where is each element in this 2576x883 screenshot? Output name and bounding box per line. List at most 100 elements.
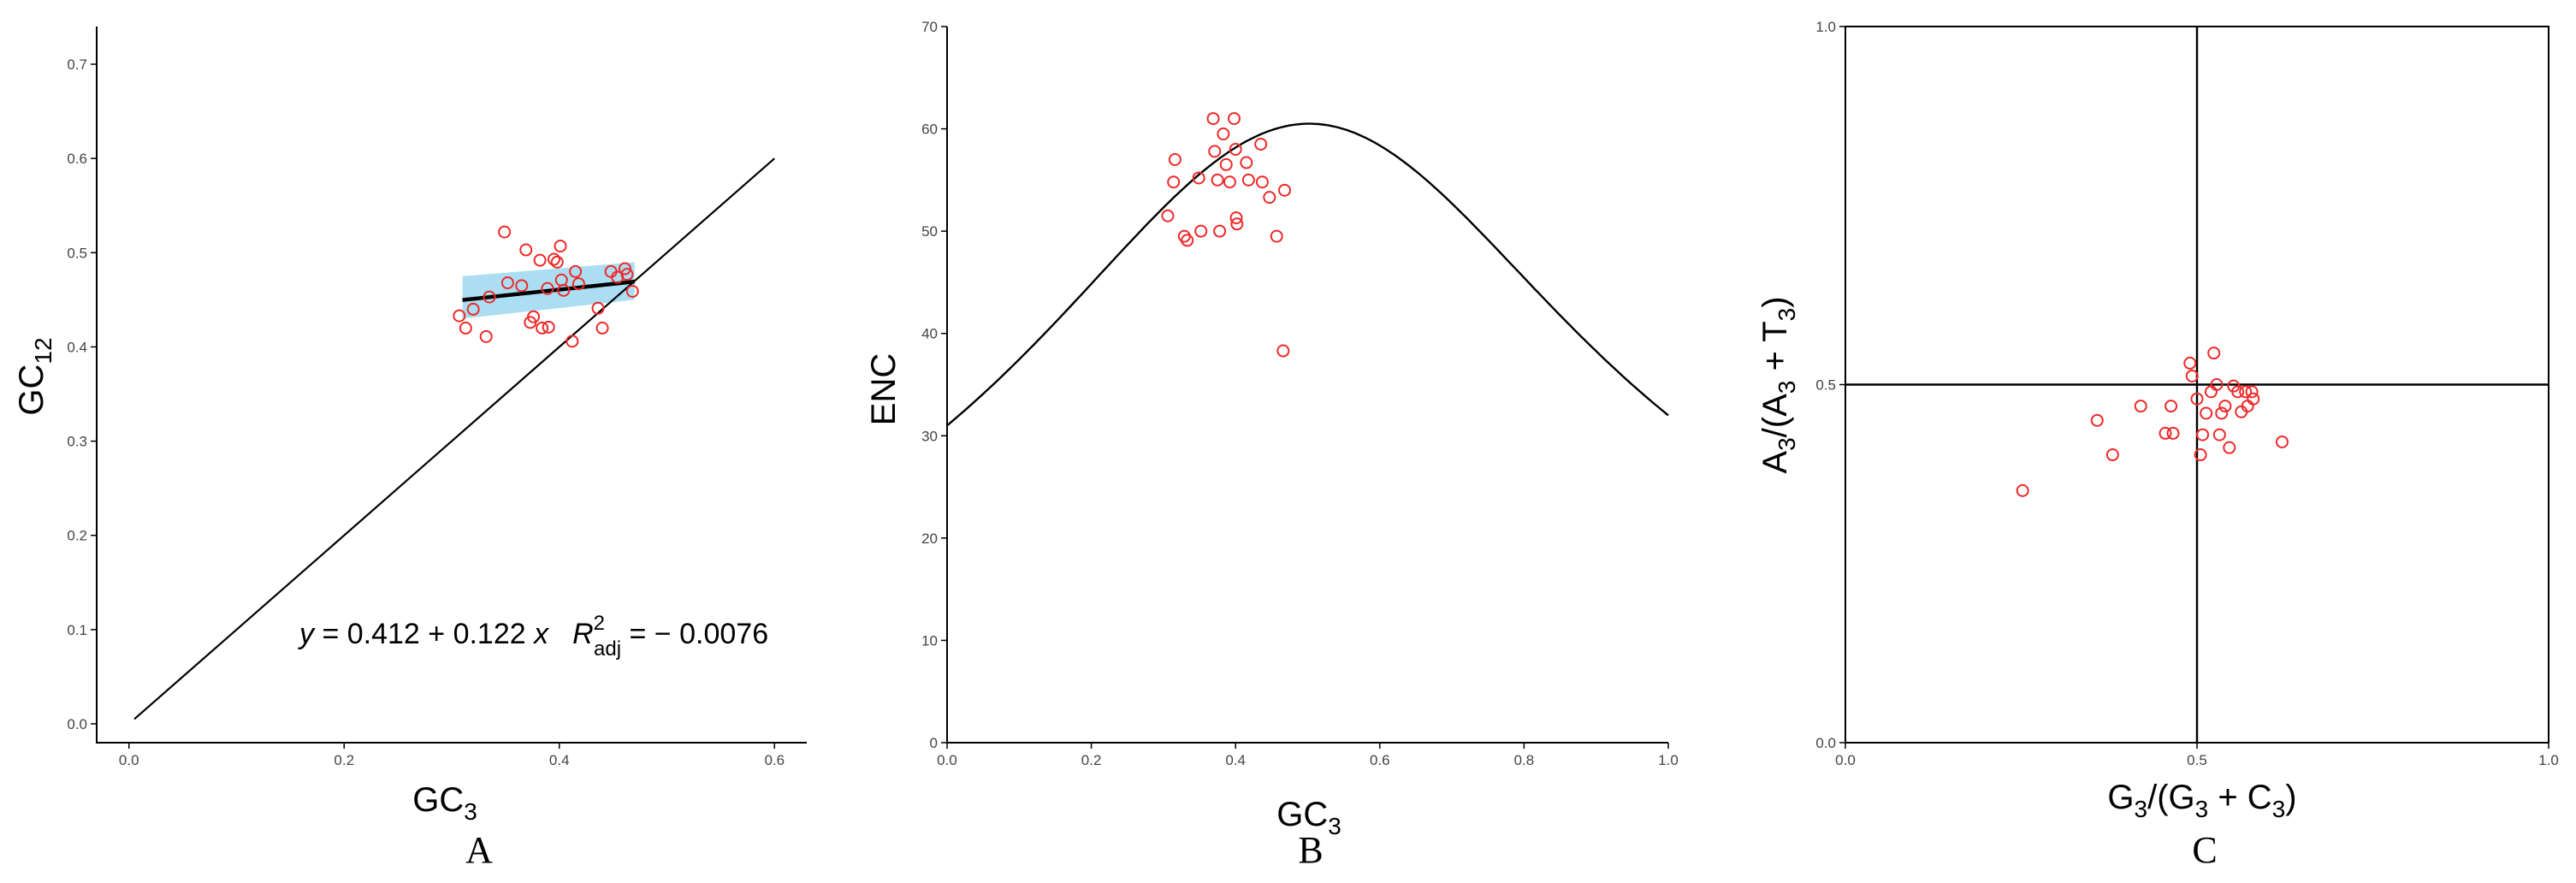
y-tick-label: 40 <box>921 326 938 342</box>
data-point <box>1217 127 1230 141</box>
data-point <box>453 309 466 323</box>
panel-a-reference-line <box>133 157 775 720</box>
y-tick-label: 0.1 <box>67 622 87 638</box>
x-tick-label: 0.4 <box>549 752 570 768</box>
panel-b-x-ticks: 0.0 0.2 0.4 0.6 0.8 1.0 <box>937 743 1679 768</box>
data-point <box>498 225 512 239</box>
x-tick-label: 0.0 <box>1835 752 1856 768</box>
data-point <box>1229 211 1243 225</box>
data-point <box>2196 428 2210 442</box>
y-tick-label: 50 <box>921 223 938 240</box>
data-point <box>591 301 605 315</box>
data-point <box>2231 385 2245 399</box>
data-point <box>515 279 529 293</box>
x-tick-label: 0.0 <box>119 752 139 768</box>
data-point <box>533 253 547 267</box>
data-point <box>1192 171 1205 185</box>
data-point <box>519 243 533 257</box>
y-tick-label: 0.0 <box>1815 735 1836 751</box>
data-point <box>2275 435 2289 448</box>
data-point <box>479 329 493 343</box>
panel-b-expected-curve <box>946 122 1669 427</box>
data-point <box>2134 400 2147 413</box>
data-point <box>1213 224 1227 238</box>
data-point <box>2207 347 2221 360</box>
data-point <box>2183 356 2197 370</box>
panel-a-y-axis-title: GC12 <box>13 337 56 415</box>
panel-b-y-axis-title: ENC <box>865 353 903 425</box>
panel-b-letter: B <box>1298 829 1323 871</box>
data-point <box>1206 112 1220 126</box>
y-tick-label: 0.2 <box>67 528 87 544</box>
y-tick-label: 0.3 <box>67 434 87 450</box>
panel-c-points <box>2016 347 2289 497</box>
y-tick-label: 1.0 <box>1815 19 1836 35</box>
data-point <box>1241 173 1255 187</box>
data-point <box>483 290 496 304</box>
data-point <box>2215 406 2229 420</box>
x-tick-label: 0.4 <box>1225 752 1246 768</box>
data-point <box>527 310 541 323</box>
data-point <box>550 255 564 269</box>
data-point <box>2016 483 2029 497</box>
panel-a-x-ticks: 0.0 0.2 0.4 0.6 <box>119 743 785 768</box>
y-tick-label: 0.4 <box>67 339 87 355</box>
panel-c-y-axis-title: A3/(A3 + T3) <box>1756 296 1800 473</box>
data-point <box>547 252 560 266</box>
data-point <box>1229 142 1242 156</box>
data-point <box>2185 369 2199 382</box>
data-point <box>1161 209 1175 222</box>
data-point <box>2194 448 2207 462</box>
panel-b: 0.0 0.2 0.4 0.6 0.8 1.0 0 10 20 30 40 50 60 70 GC3 E… <box>865 19 1679 871</box>
data-point <box>1168 152 1181 166</box>
panel-a-x-axis-title: GC3 <box>412 781 477 825</box>
data-point <box>2200 406 2213 420</box>
data-point <box>2105 448 2119 462</box>
data-point <box>1276 344 1290 358</box>
data-point <box>569 264 583 278</box>
data-point <box>1194 224 1208 238</box>
panel-c: 0.0 0.5 1.0 0.0 0.5 1.0 G3/(G3 + C3) A3/(A3 … <box>1756 19 2559 871</box>
data-point <box>1254 138 1268 151</box>
data-point <box>466 302 480 316</box>
reference-line-path <box>133 157 775 720</box>
data-point <box>2218 400 2232 413</box>
data-point <box>2245 385 2259 399</box>
data-point <box>2164 400 2178 413</box>
panel-a-axes <box>96 27 807 744</box>
data-point <box>2247 392 2260 406</box>
data-point <box>595 321 609 335</box>
y-tick-label: 0.5 <box>67 245 87 261</box>
y-tick-label: 60 <box>921 121 938 138</box>
panel-c-y-ticks: 0.0 0.5 1.0 <box>1815 19 1845 751</box>
x-tick-label: 0.2 <box>334 752 354 768</box>
data-point <box>459 321 472 335</box>
x-tick-label: 1.0 <box>1658 752 1679 768</box>
data-point <box>2212 428 2226 442</box>
data-point <box>554 240 567 253</box>
data-point <box>2204 385 2218 399</box>
panel-a-points <box>453 225 639 348</box>
data-point <box>2166 426 2180 440</box>
data-point <box>557 283 571 297</box>
x-tick-label: 0.8 <box>1514 752 1535 768</box>
panel-b-x-axis-title: GC3 <box>1276 796 1341 839</box>
panel-b-points <box>1161 112 1292 358</box>
data-point <box>625 284 639 298</box>
data-point <box>2159 426 2172 440</box>
y-tick-label: 0 <box>930 735 938 751</box>
panel-a-letter: A <box>465 829 493 871</box>
x-tick-label: 0.2 <box>1081 752 1102 768</box>
data-point <box>1181 234 1194 247</box>
panel-c-x-ticks: 0.0 0.5 1.0 <box>1835 743 2559 768</box>
data-point <box>2239 385 2253 399</box>
y-tick-label: 70 <box>921 19 938 35</box>
data-point <box>2210 378 2224 391</box>
x-tick-label: 1.0 <box>2538 752 2559 768</box>
data-point <box>1167 175 1181 189</box>
y-tick-label: 30 <box>921 428 938 444</box>
panel-c-letter: C <box>2192 829 2217 871</box>
y-tick-label: 10 <box>921 632 938 649</box>
data-point <box>1263 191 1276 204</box>
